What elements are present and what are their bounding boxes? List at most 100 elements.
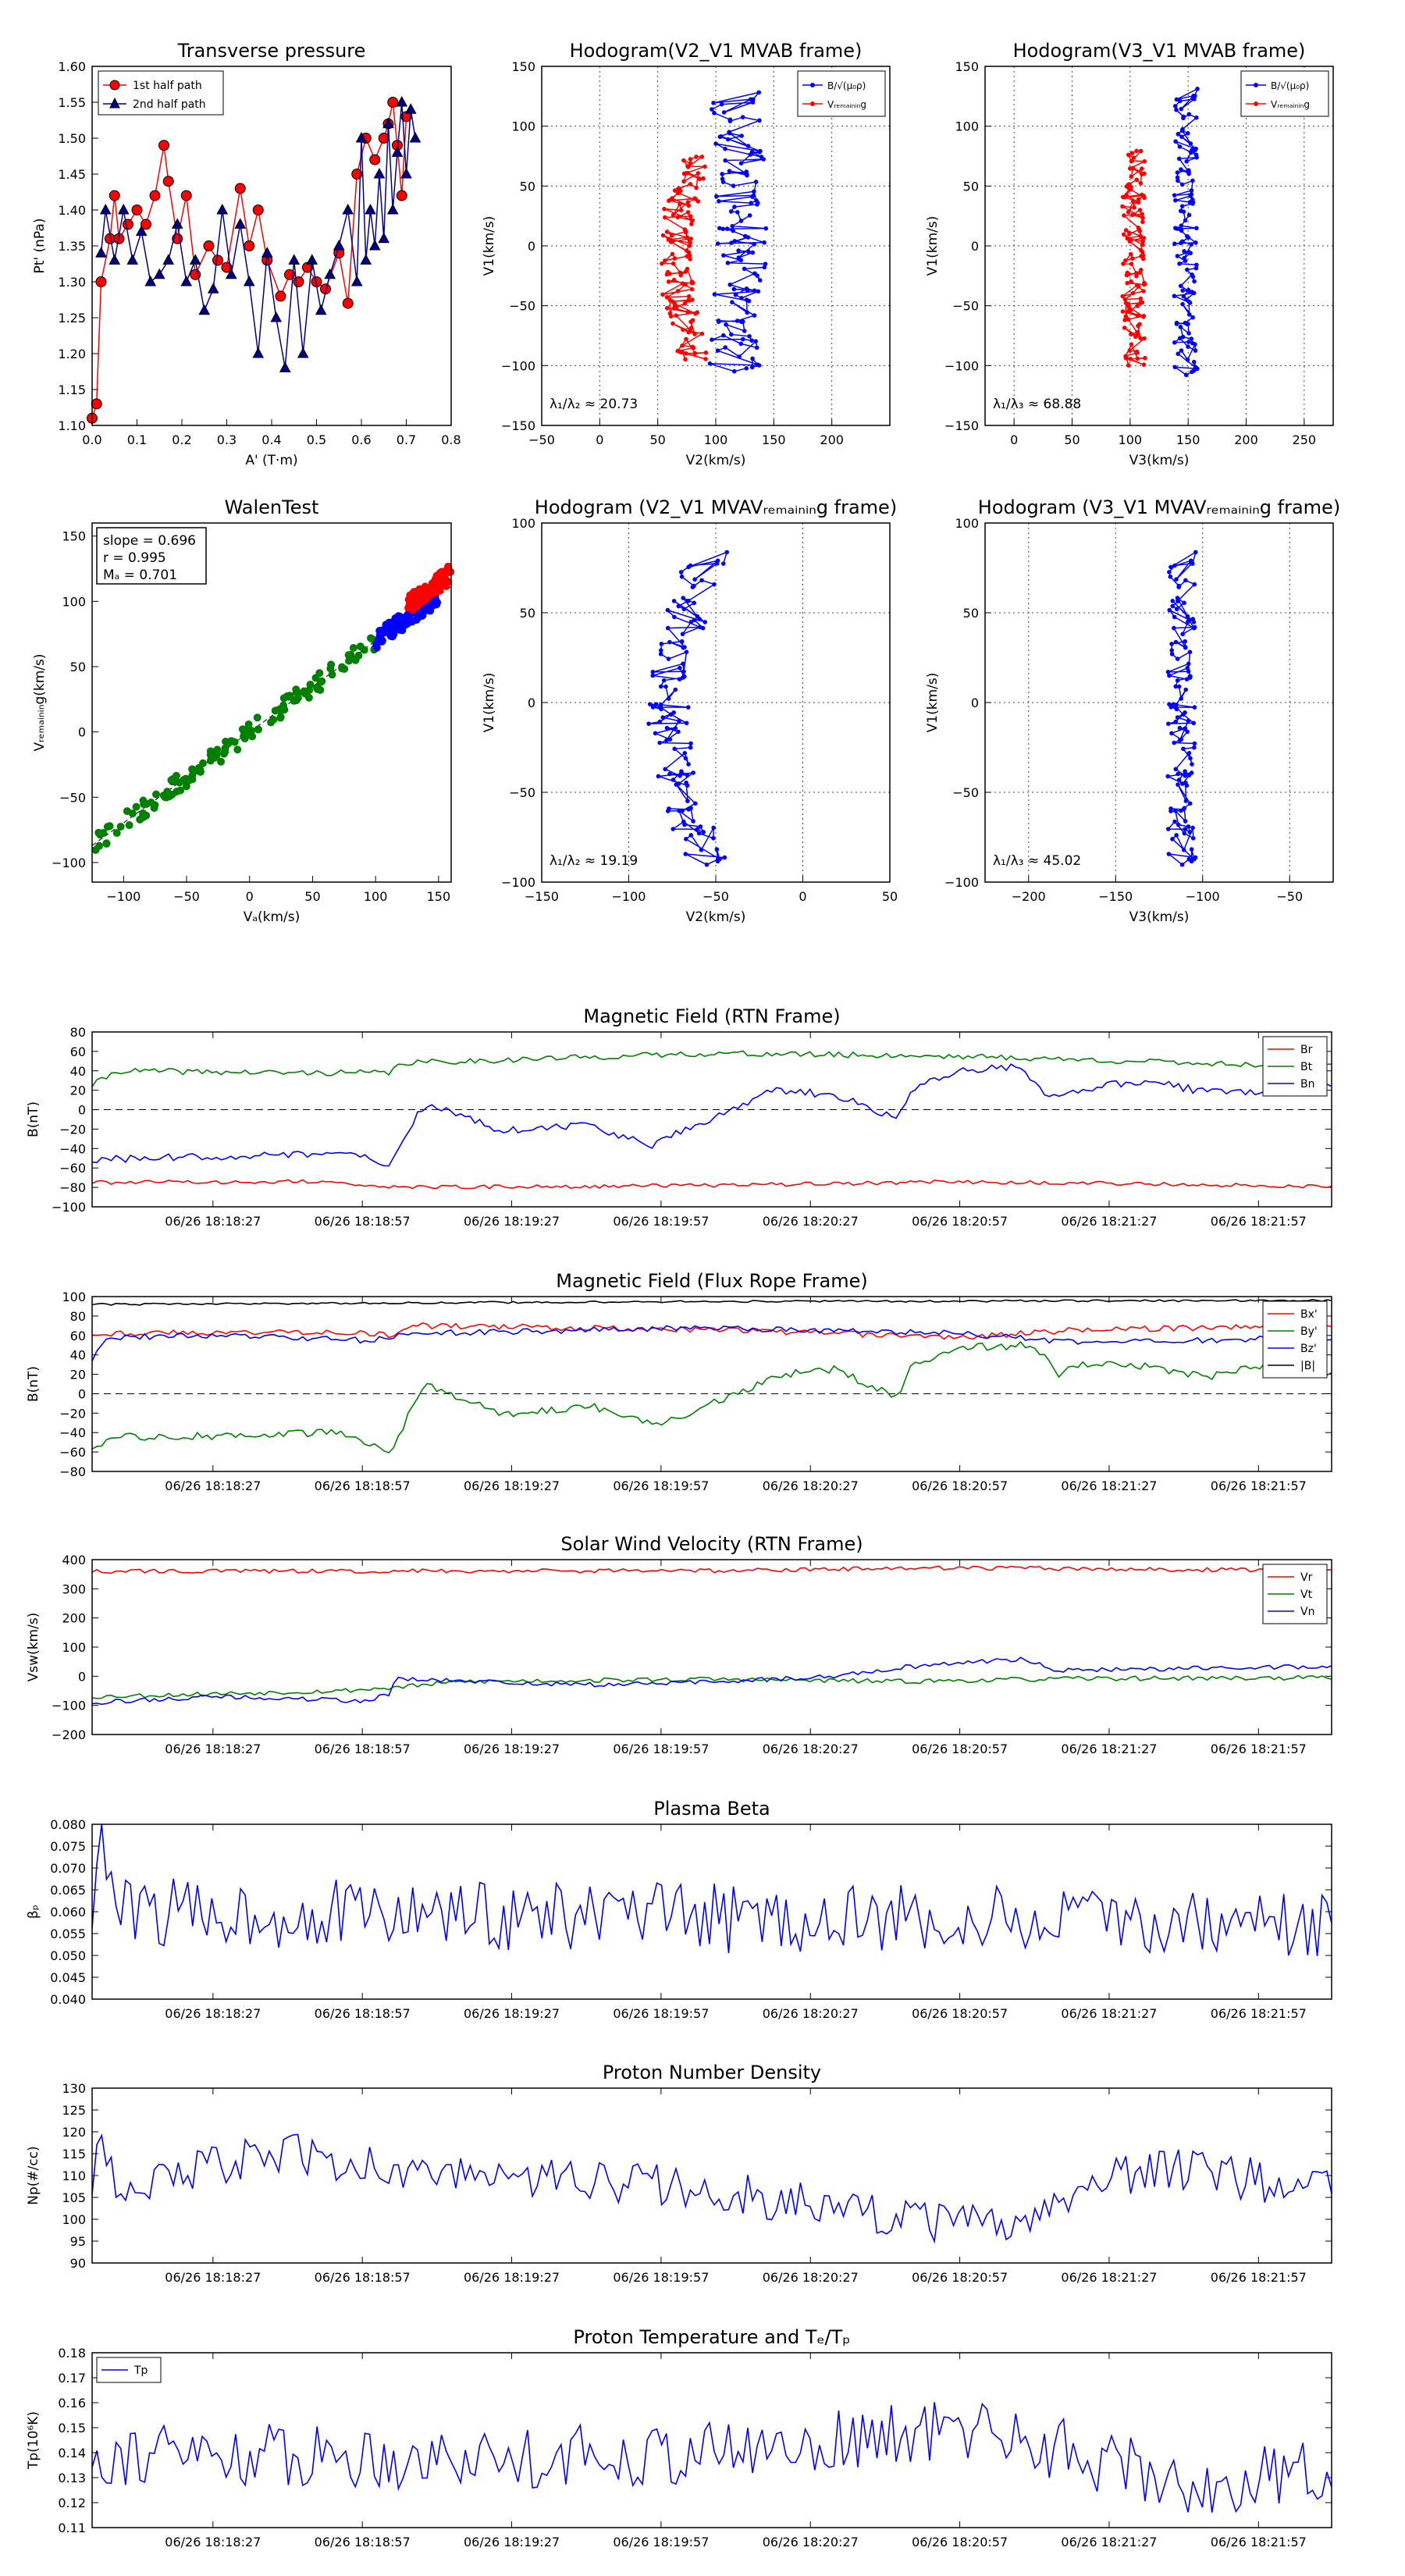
hodogram-point bbox=[699, 155, 705, 159]
hodogram-point bbox=[681, 645, 686, 650]
hodogram-point bbox=[1179, 128, 1185, 133]
y-tick-label: −100 bbox=[52, 1200, 86, 1215]
walen-point bbox=[328, 671, 336, 679]
hodogram-point bbox=[694, 185, 699, 190]
hodogram-point bbox=[1175, 678, 1180, 683]
hodogram-point bbox=[1193, 348, 1198, 353]
y-tick-label: 120 bbox=[62, 2125, 86, 2140]
hodogram-point bbox=[1129, 174, 1134, 180]
hodogram-point bbox=[729, 240, 734, 245]
data-point bbox=[293, 276, 304, 287]
hodogram-point bbox=[1179, 134, 1184, 139]
hodogram-point bbox=[1190, 369, 1194, 375]
x-tick-label: 06/26 18:19:57 bbox=[613, 2006, 709, 2021]
hodogram-point bbox=[670, 777, 676, 782]
hodogram-point bbox=[1174, 107, 1179, 112]
walen-point bbox=[413, 603, 422, 611]
hodogram_v3_mvav-ylabel: V1(km/s) bbox=[925, 673, 941, 733]
hodogram-point bbox=[750, 100, 756, 105]
data-point bbox=[244, 240, 255, 251]
hodogram-point bbox=[676, 603, 681, 609]
hodogram-point bbox=[1176, 599, 1180, 603]
series-line-Br bbox=[91, 1179, 1332, 1190]
hodogram_v2_mvav-eigen-ratio: λ₁/λ₂ ≈ 19.19 bbox=[550, 853, 638, 869]
hodogram-point bbox=[717, 198, 721, 204]
hodogram-point bbox=[671, 710, 676, 715]
hodogram-point bbox=[737, 354, 742, 359]
hodogram-point bbox=[1136, 200, 1141, 205]
hodogram-point bbox=[663, 767, 667, 772]
walen-point bbox=[102, 839, 111, 848]
data-point bbox=[153, 268, 165, 279]
walen-point bbox=[387, 631, 396, 639]
hodogram-point bbox=[1138, 296, 1144, 301]
hodogram-point bbox=[1129, 151, 1135, 156]
hodogram-point bbox=[1190, 617, 1196, 621]
hodogram-point bbox=[1175, 175, 1180, 180]
hodogram-point bbox=[1179, 223, 1184, 229]
hodogram-point bbox=[1183, 710, 1187, 715]
hodogram-point bbox=[670, 251, 675, 257]
hodogram-point bbox=[1187, 675, 1193, 680]
series-line-Vt bbox=[91, 1674, 1332, 1699]
x-tick-label: 06/26 18:20:27 bbox=[763, 2270, 859, 2285]
hodogram-point bbox=[1191, 720, 1197, 726]
walen-point bbox=[276, 713, 285, 721]
legend-box bbox=[1240, 70, 1329, 117]
hodogram-point bbox=[723, 158, 728, 163]
hodogram-point bbox=[1193, 855, 1198, 860]
hodogram-point bbox=[727, 119, 733, 123]
data-point bbox=[360, 254, 372, 265]
hodogram-point bbox=[1173, 719, 1179, 724]
hodogram-point bbox=[671, 277, 677, 283]
x-tick-label: 06/26 18:20:57 bbox=[912, 1478, 1008, 1493]
walen-point bbox=[227, 737, 236, 745]
hodogram-point bbox=[703, 357, 708, 361]
hodogram-point bbox=[1170, 599, 1176, 603]
hodogram-point bbox=[1186, 750, 1192, 756]
hodogram-point bbox=[675, 215, 681, 220]
hodogram-point bbox=[677, 677, 682, 681]
hodogram-point bbox=[1130, 256, 1135, 261]
y-tick-label: 100 bbox=[955, 119, 979, 134]
x-tick-label: 06/26 18:18:27 bbox=[165, 1478, 261, 1493]
hodogram-point bbox=[656, 774, 661, 779]
hodogram-point bbox=[1130, 212, 1135, 218]
hodogram-point bbox=[731, 183, 736, 188]
series-line-Bx bbox=[91, 1322, 1332, 1340]
walen-stat: slope = 0.696 bbox=[103, 533, 196, 549]
hodogram-point bbox=[662, 206, 667, 212]
x-tick-label: −50 bbox=[1276, 889, 1303, 904]
series-line-Vn bbox=[91, 1656, 1332, 1706]
y-tick-label: 1.10 bbox=[58, 418, 86, 433]
y-tick-label: 1.60 bbox=[58, 59, 86, 74]
x-tick-label: 50 bbox=[882, 889, 898, 904]
hodogram-point bbox=[697, 617, 702, 621]
x-tick-label: 06/26 18:18:27 bbox=[165, 1214, 261, 1229]
walen-point bbox=[150, 804, 158, 813]
series-line-Vr bbox=[91, 1565, 1332, 1574]
hodogram-point bbox=[699, 848, 704, 852]
hodogram-point bbox=[672, 306, 677, 311]
hodogram-point bbox=[1124, 356, 1129, 361]
data-point bbox=[203, 240, 215, 251]
proton_density-ylabel: Np(#/cc) bbox=[26, 2146, 41, 2204]
hodogram-point bbox=[1175, 656, 1180, 661]
y-tick-label: 40 bbox=[70, 1064, 86, 1079]
hodogram-point bbox=[763, 262, 768, 266]
y-tick-label: 0.070 bbox=[50, 1861, 86, 1876]
hodogram-point bbox=[688, 319, 693, 325]
x-tick-label: 06/26 18:18:57 bbox=[315, 1742, 411, 1756]
legend-marker bbox=[109, 97, 120, 109]
hodogram-point bbox=[1176, 771, 1180, 777]
hodogram-point bbox=[684, 171, 689, 176]
walen-point bbox=[222, 738, 230, 746]
hodogram-point bbox=[1190, 315, 1195, 320]
hodogram-point bbox=[749, 338, 755, 343]
hodogram-point bbox=[667, 639, 672, 645]
y-tick-label: 125 bbox=[62, 2103, 86, 2118]
hodogram-point bbox=[1129, 332, 1133, 336]
hodogram_v3_mvav-panel: Hodogram (V3_V1 MVAVᵣₑₘₐᵢₙᵢₙg frame) −200… bbox=[925, 496, 1340, 925]
hodogram-point bbox=[744, 286, 749, 291]
